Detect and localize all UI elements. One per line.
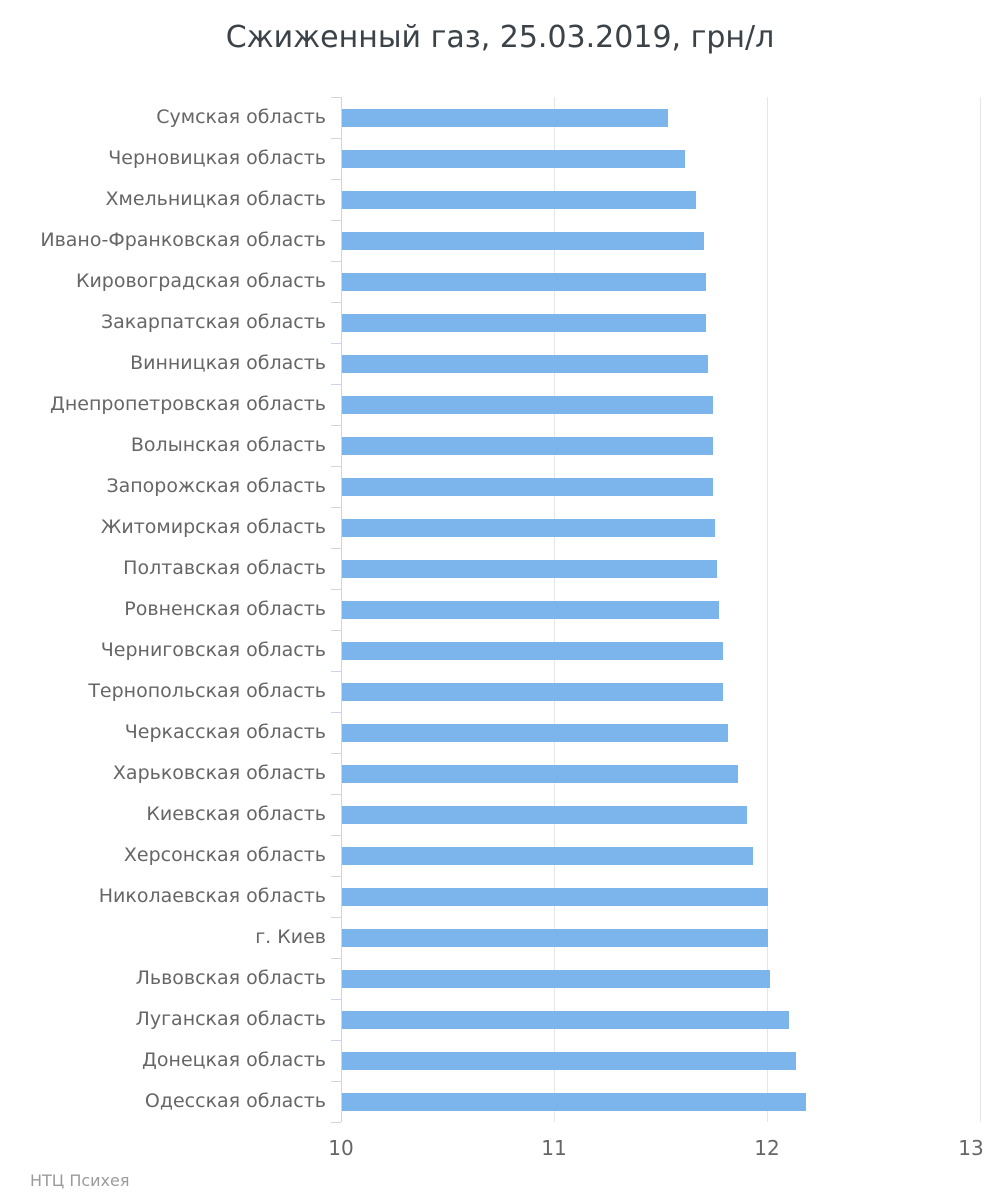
bar [342, 232, 704, 250]
category-label: Луганская область [135, 1008, 326, 1030]
category-label: Харьковская область [112, 762, 326, 784]
y-axis-tick [331, 179, 341, 180]
bar [342, 273, 706, 291]
bar [342, 970, 770, 988]
bar [342, 519, 715, 537]
y-axis-tick [331, 876, 341, 877]
gridline [980, 97, 981, 1122]
y-axis-tick [331, 835, 341, 836]
chart-title: Сжиженный газ, 25.03.2019, грн/л [225, 20, 775, 55]
category-label: Ровненская область [124, 598, 326, 620]
bar [342, 396, 713, 414]
y-axis-tick [331, 630, 341, 631]
y-axis-tick [331, 958, 341, 959]
bar [342, 765, 738, 783]
y-axis-tick [331, 302, 341, 303]
category-label: Черкасская область [124, 721, 326, 743]
bar [342, 929, 768, 947]
y-axis-tick [331, 466, 341, 467]
category-label: Запорожская область [106, 475, 326, 497]
bar [342, 806, 747, 824]
category-label: г. Киев [255, 926, 326, 948]
y-axis-tick [331, 999, 341, 1000]
category-label: Винницкая область [130, 352, 326, 374]
bar [342, 847, 753, 865]
y-axis-tick [331, 343, 341, 344]
x-tick-label: 11 [541, 1136, 567, 1160]
category-label: Киевская область [146, 803, 326, 825]
bar [342, 1052, 796, 1070]
gridline [767, 97, 768, 1122]
y-axis-tick [331, 220, 341, 221]
category-label: Ивано-Франковская область [40, 229, 326, 251]
y-axis-tick [331, 794, 341, 795]
y-axis-tick [331, 1081, 341, 1082]
x-tick-label: 12 [754, 1136, 780, 1160]
y-axis-tick [331, 712, 341, 713]
y-axis-tick [331, 548, 341, 549]
bar [342, 109, 668, 127]
y-axis-tick [331, 1040, 341, 1041]
y-axis-tick [331, 1122, 341, 1123]
x-tick-label: 13 [958, 1136, 984, 1160]
category-label: Одесская область [144, 1090, 326, 1112]
category-label: Тернопольская область [88, 680, 326, 702]
category-label: Житомирская область [100, 516, 326, 538]
category-label: Херсонская область [123, 844, 326, 866]
y-axis-tick [331, 261, 341, 262]
y-axis-tick [331, 589, 341, 590]
category-label: Волынская область [130, 434, 326, 456]
y-axis-tick [331, 384, 341, 385]
category-label: Закарпатская область [100, 311, 326, 333]
credits-label: НТЦ Психея [30, 1171, 130, 1190]
bar [342, 191, 696, 209]
y-axis-line [341, 97, 342, 1122]
category-label: Донецкая область [142, 1049, 326, 1071]
bar [342, 1011, 789, 1029]
bar [342, 601, 719, 619]
y-axis-tick [331, 671, 341, 672]
y-axis-tick [331, 425, 341, 426]
y-axis-tick [331, 138, 341, 139]
bar [342, 560, 717, 578]
category-label: Кировоградская область [75, 270, 326, 292]
category-label: Черновицкая область [108, 147, 326, 169]
bar [342, 683, 723, 701]
bar [342, 314, 706, 332]
bar [342, 888, 768, 906]
y-axis-tick [331, 917, 341, 918]
bar [342, 437, 713, 455]
bar [342, 1093, 806, 1111]
category-label: Черниговская область [100, 639, 326, 661]
category-label: Львовская область [135, 967, 326, 989]
y-axis-tick [331, 507, 341, 508]
category-label: Полтавская область [123, 557, 326, 579]
y-axis-tick [331, 97, 341, 98]
category-label: Николаевская область [98, 885, 326, 907]
category-label: Хмельницкая область [105, 188, 326, 210]
bar [342, 724, 728, 742]
bar [342, 150, 685, 168]
bar [342, 355, 708, 373]
y-axis-tick [331, 753, 341, 754]
x-tick-label: 10 [328, 1136, 354, 1160]
category-label: Сумская область [156, 106, 326, 128]
bar [342, 642, 723, 660]
bar [342, 478, 713, 496]
category-label: Днепропетровская область [49, 393, 326, 415]
